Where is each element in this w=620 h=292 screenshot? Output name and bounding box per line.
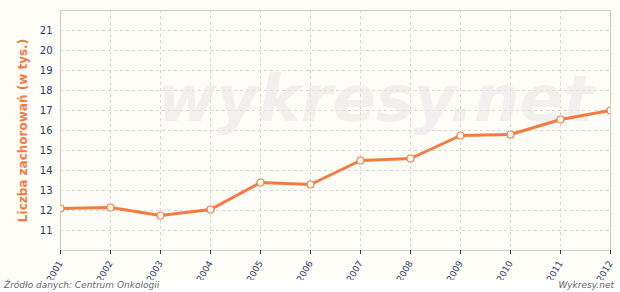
svg-text:19: 19 — [40, 65, 53, 76]
svg-text:21: 21 — [40, 25, 53, 36]
svg-text:20: 20 — [40, 45, 53, 56]
svg-text:2001: 2001 — [45, 259, 65, 280]
svg-text:17: 17 — [40, 105, 53, 116]
svg-text:2012: 2012 — [595, 259, 615, 280]
svg-text:15: 15 — [40, 145, 53, 156]
svg-text:2009: 2009 — [445, 259, 465, 280]
svg-text:2002: 2002 — [95, 259, 115, 280]
svg-text:12: 12 — [40, 205, 53, 216]
svg-text:2010: 2010 — [495, 259, 515, 280]
svg-text:13: 13 — [40, 185, 53, 196]
html-text:Źródło danych: Centrum Onkolog: Źródło danych: Centrum Onkologii — [4, 280, 160, 290]
svg-text:16: 16 — [40, 125, 53, 136]
svg-text:2005: 2005 — [245, 259, 265, 280]
svg-text:18: 18 — [40, 85, 53, 96]
svg-text:2004: 2004 — [195, 259, 215, 280]
svg-text:Liczba zachorowań (w tys.): Liczba zachorowań (w tys.) — [16, 39, 30, 222]
svg-text:wykresy.net: wykresy.net — [157, 62, 596, 136]
svg-text:2007: 2007 — [345, 259, 365, 280]
svg-text:2011: 2011 — [545, 259, 565, 280]
svg-text:2008: 2008 — [395, 259, 415, 280]
svg-text:14: 14 — [40, 165, 53, 176]
svg-text:11: 11 — [40, 225, 53, 236]
html-text:Wykresy.net: Wykresy.net — [558, 280, 614, 290]
svg-text:2006: 2006 — [295, 259, 315, 280]
svg-text:2003: 2003 — [145, 259, 165, 280]
